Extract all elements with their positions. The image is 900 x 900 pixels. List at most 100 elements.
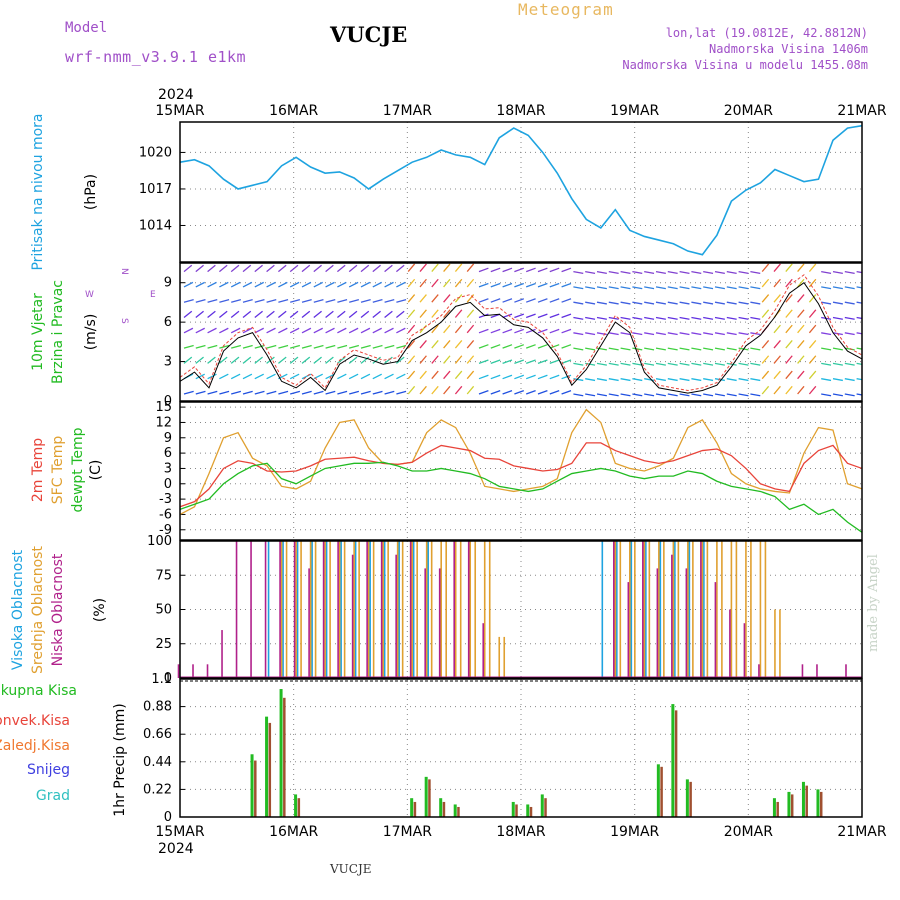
wind-arrow <box>431 309 439 318</box>
wind-arrow <box>785 278 793 288</box>
y-tick-label: 0 <box>164 477 172 492</box>
wind-arrow <box>750 378 761 382</box>
wind-arrow <box>808 278 817 288</box>
wind-arrow <box>219 327 229 334</box>
wind-arrow <box>431 355 439 364</box>
wind-arrow <box>290 298 301 303</box>
wind-arrow <box>761 340 770 349</box>
wind-arrow <box>419 340 427 349</box>
wind-arrow <box>478 374 489 380</box>
wind-arrow <box>608 393 619 397</box>
precip-legend-1: Konvek.Kisa <box>0 713 70 729</box>
wind-arrow <box>773 278 781 288</box>
wind-arrow <box>219 344 230 349</box>
x-tick-top: 19MAR <box>610 103 659 119</box>
wind-arrow <box>313 298 324 303</box>
wind-arrow <box>313 281 324 288</box>
wind-arrow <box>183 327 194 334</box>
wind-arrow <box>632 362 643 366</box>
wind-arrow <box>596 378 607 382</box>
wind-arrow <box>773 324 781 334</box>
wind-arrow <box>773 355 781 364</box>
wind-arrow <box>655 362 666 366</box>
wind-arrows <box>180 263 862 397</box>
wind-arrow <box>230 310 240 319</box>
wind-arrow <box>667 347 678 351</box>
y-tick-label: 1014 <box>139 218 172 233</box>
wind-arrow <box>620 316 631 320</box>
wind-arrow <box>384 310 393 319</box>
wind-arrow <box>537 328 548 334</box>
wind-arrow <box>785 355 793 364</box>
wind-arrow <box>821 393 832 397</box>
wind-arrow <box>844 270 855 274</box>
wind-arrow <box>289 356 299 364</box>
wind-arrow <box>785 385 793 395</box>
wind-arrow <box>348 327 359 334</box>
wind-arrow <box>195 356 204 364</box>
wind-arrow <box>691 301 702 305</box>
wind-arrow <box>384 327 394 334</box>
wind-arrow <box>679 301 690 305</box>
wind-arrow <box>691 393 702 397</box>
wind-arrow <box>549 298 560 303</box>
wind-arrow <box>231 390 242 395</box>
wind-arrow <box>349 298 360 303</box>
wind-arrow <box>266 298 277 303</box>
wind-arrow <box>466 355 475 364</box>
wind-arrow <box>466 294 475 303</box>
wind-arrow <box>608 316 619 320</box>
wind-arrow <box>478 267 489 273</box>
wind-arrow <box>537 344 548 349</box>
wind-arrow <box>525 359 536 365</box>
wind-arrow <box>596 270 607 274</box>
wind-arrow <box>679 316 690 320</box>
wind-arrow <box>325 344 336 349</box>
wind-arrow <box>832 316 843 320</box>
wind-arrow <box>337 298 348 303</box>
wind-arrow <box>478 359 489 365</box>
wind-arrow <box>372 344 383 349</box>
wind-arrow <box>395 264 405 273</box>
wind-arrow <box>313 327 324 334</box>
wind-arrow <box>325 327 335 334</box>
wind-arrow <box>750 301 761 305</box>
wind-arrow <box>703 378 714 382</box>
wind-arrow <box>785 324 793 334</box>
wind-arrow <box>254 390 265 395</box>
wind-arrow <box>301 356 311 364</box>
wind-arrow <box>207 298 218 303</box>
wind-arrow <box>360 390 371 395</box>
wind-arrow <box>478 328 489 334</box>
total-precip-bar <box>294 794 298 817</box>
x-tick-bottom: 18MAR <box>496 824 545 840</box>
y-tick-label: 100 <box>147 534 172 549</box>
wind-arrow <box>242 327 253 334</box>
wind-arrow <box>372 373 383 380</box>
wind-arrow <box>620 332 631 336</box>
wind-arrow <box>207 310 216 319</box>
wind-arrow <box>703 286 714 290</box>
wind-arrow <box>478 282 489 288</box>
wind-arrow <box>454 355 463 364</box>
wind-arrow <box>219 281 229 288</box>
wind-arrow <box>691 347 702 351</box>
wind-arrow <box>773 385 781 395</box>
wind-arrow <box>761 263 770 273</box>
wind-arrow <box>183 264 193 273</box>
panel-frame <box>179 401 863 541</box>
wind-arrow <box>525 389 536 395</box>
wind-arrow <box>608 270 619 274</box>
pressure-line <box>179 124 863 256</box>
wind-arrow <box>761 309 770 318</box>
wind-arrow <box>773 263 781 273</box>
wind-arrow <box>667 332 678 336</box>
wind-arrow <box>289 310 299 319</box>
wind-arrow <box>207 356 216 364</box>
x-tick-bottom: 16MAR <box>269 824 318 840</box>
wind-arrow <box>242 264 252 273</box>
conv-precip-bar <box>689 781 692 817</box>
total-precip-bar <box>439 798 443 817</box>
wind-arrow <box>266 344 277 349</box>
wind-arrow <box>691 378 702 382</box>
